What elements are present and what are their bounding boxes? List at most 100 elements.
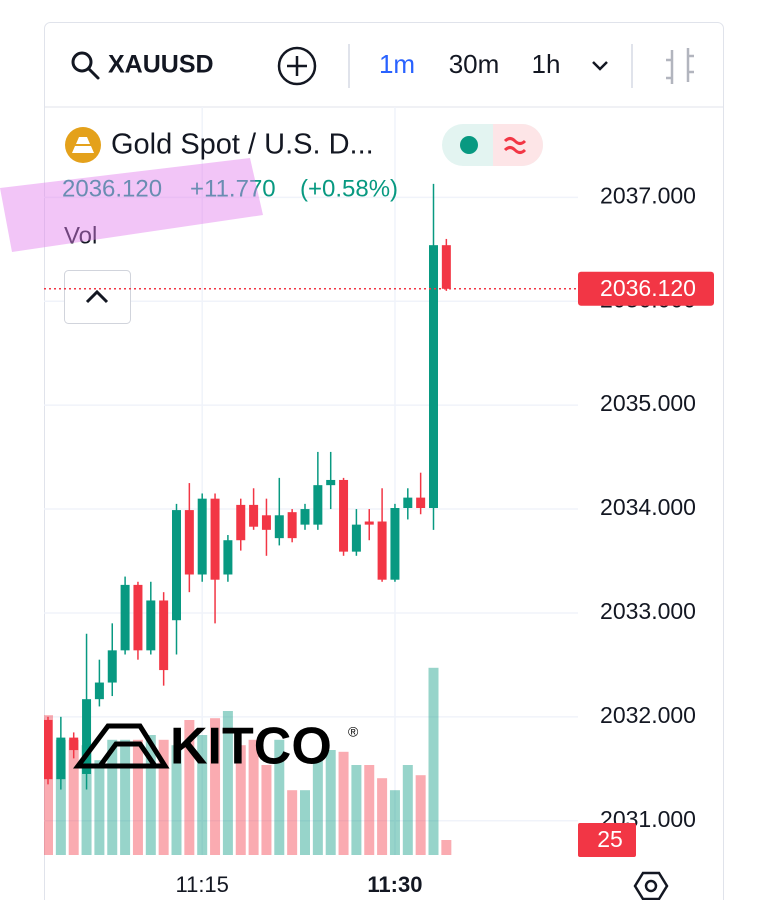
volume-bar bbox=[120, 739, 131, 855]
candle-body bbox=[56, 737, 66, 780]
change: +11.770 bbox=[190, 175, 276, 202]
candle-body bbox=[197, 498, 207, 575]
last-volume-label: 25 bbox=[597, 826, 623, 852]
candle-body bbox=[351, 524, 361, 552]
candle-body bbox=[300, 509, 310, 525]
watermark-logo bbox=[73, 723, 170, 769]
volume-bar bbox=[235, 745, 246, 855]
volume-bar bbox=[300, 790, 310, 855]
volume-bar bbox=[210, 718, 221, 855]
last-price-label: 2036.120 bbox=[600, 275, 696, 301]
candle-body bbox=[184, 510, 194, 575]
candle-body bbox=[44, 719, 53, 780]
candle-body bbox=[249, 504, 259, 527]
volume-bar bbox=[94, 760, 105, 855]
volume-bar bbox=[184, 720, 195, 855]
collapse-button[interactable] bbox=[64, 270, 131, 324]
interval-dropdown[interactable] bbox=[592, 61, 608, 71]
candle-body bbox=[223, 540, 233, 575]
candle-body bbox=[403, 497, 413, 509]
interval[interactable]: 1h bbox=[532, 49, 561, 79]
interval[interactable]: 30m bbox=[449, 49, 500, 79]
candle-body bbox=[94, 682, 104, 700]
volume-bar bbox=[197, 735, 208, 855]
volume-bar bbox=[107, 739, 118, 855]
candle-body bbox=[313, 485, 323, 525]
watermark-text: KITCO bbox=[170, 718, 332, 776]
last-price-tag bbox=[578, 271, 714, 306]
volume-bar bbox=[55, 739, 66, 855]
candle-body bbox=[107, 650, 117, 683]
volume-bar bbox=[415, 775, 426, 855]
candle-body bbox=[390, 508, 400, 580]
plot-area bbox=[44, 107, 578, 855]
volume-bar bbox=[81, 745, 92, 855]
delayed-icon bbox=[503, 137, 527, 154]
volume-bar bbox=[261, 765, 272, 855]
volume-bar bbox=[171, 745, 182, 855]
volume-bar bbox=[428, 667, 439, 855]
candle-body bbox=[172, 510, 181, 621]
last-value: 2036.120 bbox=[62, 175, 162, 202]
volume-bar bbox=[145, 735, 156, 855]
candle-body bbox=[133, 584, 143, 651]
volume-bar bbox=[44, 715, 53, 855]
change-percent: (+0.58%) bbox=[300, 175, 398, 202]
volume-bar bbox=[325, 750, 336, 855]
candle-body bbox=[377, 521, 387, 580]
symbol-name: Gold Spot / U.S. D... bbox=[111, 129, 374, 161]
candle-body bbox=[69, 737, 79, 751]
volume-bar bbox=[68, 739, 79, 855]
compare-button[interactable] bbox=[277, 46, 317, 86]
watermark-mark: ® bbox=[348, 724, 359, 740]
highlighter-mark bbox=[0, 158, 263, 252]
candle-body bbox=[82, 699, 92, 774]
candle-body bbox=[339, 479, 349, 552]
volume-bar bbox=[222, 711, 233, 855]
chart-type-button[interactable] bbox=[666, 48, 694, 84]
candle-body bbox=[261, 515, 271, 530]
x-tick-label: 11:30 bbox=[367, 872, 422, 897]
symbol-search[interactable]: XAUUSD bbox=[71, 51, 214, 80]
volume-bar bbox=[158, 739, 169, 855]
status-pill-right bbox=[493, 124, 543, 166]
volume-bar bbox=[274, 739, 285, 855]
x-tick-label: 11:15 bbox=[175, 872, 228, 897]
candle-body bbox=[287, 512, 297, 539]
y-tick-label: 2034.000 bbox=[600, 494, 696, 520]
candle-body bbox=[210, 498, 220, 580]
volume-bar bbox=[402, 765, 413, 855]
settings-button[interactable] bbox=[633, 871, 669, 900]
symbol-icon bbox=[65, 127, 101, 163]
volume-bar bbox=[338, 751, 349, 855]
volume-bar bbox=[132, 739, 143, 855]
candle-body bbox=[326, 479, 336, 486]
candle-body bbox=[429, 245, 438, 509]
candle-body bbox=[159, 600, 169, 671]
y-tick-label: 2035.000 bbox=[600, 390, 696, 416]
last-volume-tag bbox=[578, 823, 636, 857]
y-tick-label: 2032.000 bbox=[600, 702, 696, 728]
y-tick-label: 2037.000 bbox=[600, 182, 696, 208]
volume-bar bbox=[312, 760, 323, 855]
y-tick-label: 2033.000 bbox=[600, 598, 696, 624]
volume-bar bbox=[389, 790, 400, 855]
candle-body bbox=[416, 497, 426, 509]
candle-body bbox=[236, 504, 246, 541]
interval[interactable]: 1m bbox=[379, 49, 415, 79]
volume-bar bbox=[351, 765, 362, 855]
volume-legend: Vol bbox=[64, 222, 97, 249]
candle-body bbox=[441, 245, 451, 289]
frame bbox=[44, 22, 724, 900]
volume-bar bbox=[287, 790, 298, 855]
market-open-dot bbox=[460, 136, 478, 154]
volume-bar bbox=[364, 765, 375, 855]
volume-bar bbox=[248, 739, 259, 855]
candle-body bbox=[146, 600, 156, 651]
candle-body bbox=[364, 521, 374, 525]
volume-bar bbox=[377, 778, 388, 855]
candle-body bbox=[274, 515, 284, 539]
symbol[interactable]: XAUUSD bbox=[108, 51, 214, 79]
